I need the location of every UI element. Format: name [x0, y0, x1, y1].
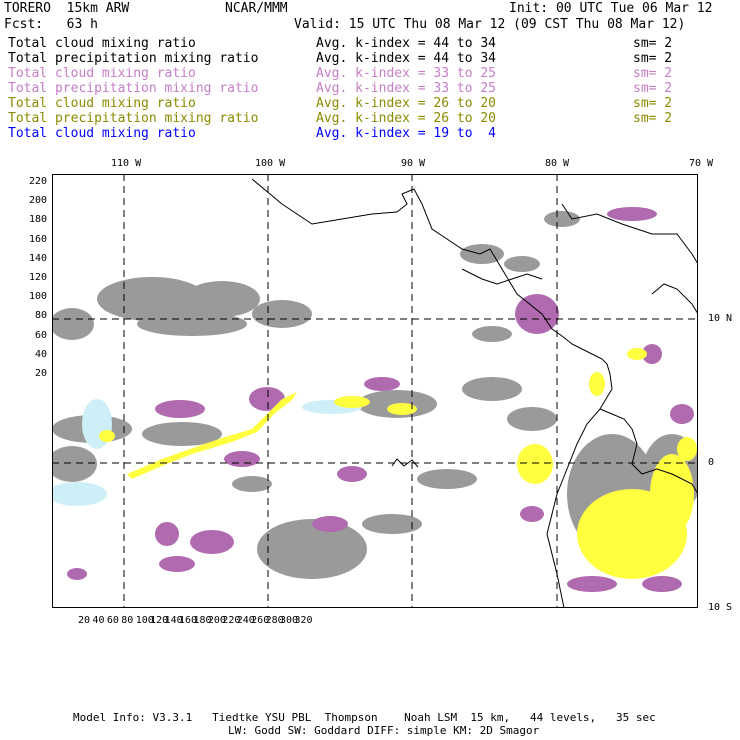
legend-field-5: Total precipitation mixing ratio — [8, 111, 259, 126]
model-title: TORERO 15km ARW — [4, 1, 130, 16]
init-time: Init: 00 UTC Tue 06 Mar 12 — [509, 1, 713, 16]
legend-stat-3: Avg. k-index = 33 to 25 — [316, 81, 497, 96]
lon-label-80w: 80 W — [545, 158, 570, 169]
coastlines — [251, 178, 698, 608]
legend-sm-4: sm= 2 — [633, 96, 673, 111]
legend-stat-1: Avg. k-index = 44 to 34 — [316, 51, 497, 66]
map-plot — [52, 174, 698, 608]
x-tick-label: 20 — [78, 615, 91, 626]
lon-label-70w: 70 W — [689, 158, 714, 169]
y-tick-label: 100 — [28, 291, 47, 303]
legend-field-6: Total cloud mixing ratio — [8, 126, 196, 141]
y-tick-label: 160 — [28, 233, 47, 245]
x-tick-label: 300 — [280, 615, 299, 626]
yellow-cloud-areas — [99, 348, 697, 579]
cloud-fields — [52, 207, 698, 592]
lon-label-90w: 90 W — [401, 158, 426, 169]
x-tick-label: 100 — [135, 615, 154, 626]
x-tick-label: 240 — [236, 615, 255, 626]
y-tick-label: 220 — [28, 176, 47, 187]
legend-sm-5: sm= 2 — [633, 111, 673, 126]
y-tick-label: 180 — [28, 214, 47, 226]
x-tick-label: 140 — [164, 615, 183, 626]
legend-stat-4: Avg. k-index = 26 to 20 — [316, 96, 497, 111]
lon-label-110w: 110 W — [111, 158, 142, 169]
footer-physics-info: LW: Godd SW: Goddard DIFF: simple KM: 2D… — [228, 724, 540, 737]
x-tick-label: 160 — [179, 615, 198, 626]
lat-label-10s: 10 S — [708, 602, 733, 613]
x-tick-label: 320 — [294, 615, 313, 626]
x-tick-label: 80 — [121, 615, 134, 626]
grid-lines — [52, 174, 698, 608]
y-tick-label: 60 — [34, 329, 47, 341]
valid-time: Valid: 15 UTC Thu 08 Mar 12 (09 CST Thu … — [294, 17, 686, 32]
y-tick-label: 20 — [34, 368, 47, 379]
lon-label-100w: 100 W — [255, 158, 286, 169]
y-tick-label: 40 — [34, 348, 47, 360]
plot-frame — [52, 174, 698, 608]
x-tick-label: 260 — [251, 615, 270, 626]
legend-sm-3: sm= 2 — [633, 81, 673, 96]
legend-field-2: Total cloud mixing ratio — [8, 66, 196, 81]
lat-label-10n: 10 N — [708, 313, 733, 324]
legend-field-4: Total cloud mixing ratio — [8, 96, 196, 111]
legend-field-0: Total cloud mixing ratio — [8, 36, 196, 51]
x-tick-label: 60 — [106, 615, 119, 626]
y-tick-label: 200 — [28, 195, 47, 207]
footer-model-info: Model Info: V3.3.1 Tiedtke YSU PBL Thomp… — [73, 711, 656, 724]
legend-stat-5: Avg. k-index = 26 to 20 — [316, 111, 497, 126]
y-tick-label: 80 — [34, 310, 47, 322]
y-tick-label: 140 — [28, 252, 47, 264]
x-tick-label: 200 — [207, 615, 226, 626]
x-tick-label: 220 — [222, 615, 241, 626]
legend-stat-2: Avg. k-index = 33 to 25 — [316, 66, 497, 81]
legend-sm-1: sm= 2 — [633, 51, 673, 66]
lat-label-0: 0 — [708, 457, 715, 468]
legend-field-1: Total precipitation mixing ratio — [8, 51, 259, 66]
y-tick-label: 120 — [28, 272, 47, 283]
x-tick-label: 280 — [265, 615, 284, 626]
legend-stat-0: Avg. k-index = 44 to 34 — [316, 36, 497, 51]
organization-label: NCAR/MMM — [225, 1, 288, 16]
x-tick-label: 120 — [150, 615, 169, 626]
x-tick-label: 180 — [193, 615, 212, 626]
x-tick-label: 40 — [92, 615, 105, 626]
legend-stat-6: Avg. k-index = 19 to 4 — [316, 126, 497, 141]
forecast-hour: Fcst: 63 h — [4, 17, 98, 32]
legend-field-3: Total precipitation mixing ratio — [8, 81, 259, 96]
legend-sm-2: sm= 2 — [633, 66, 673, 81]
legend-sm-0: sm= 2 — [633, 36, 673, 51]
